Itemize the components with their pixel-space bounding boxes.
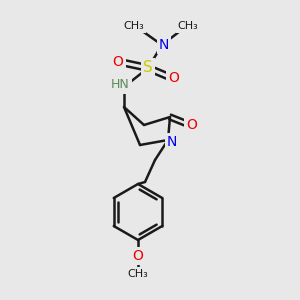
Text: CH₃: CH₃: [124, 21, 144, 31]
Text: O: O: [133, 249, 143, 263]
Text: CH₃: CH₃: [128, 269, 148, 279]
Text: CH₃: CH₃: [178, 21, 198, 31]
Text: O: O: [112, 55, 123, 69]
Text: HN: HN: [111, 79, 129, 92]
Text: O: O: [187, 118, 197, 132]
Text: N: N: [167, 135, 177, 149]
Text: N: N: [159, 38, 169, 52]
Text: O: O: [169, 71, 179, 85]
Text: S: S: [143, 61, 153, 76]
